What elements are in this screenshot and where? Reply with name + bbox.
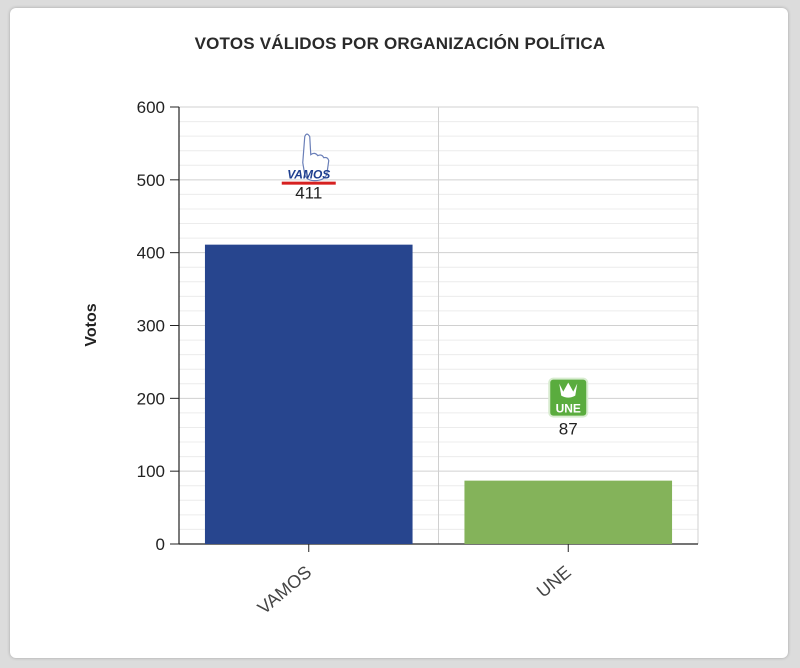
y-tick-label: 300 [137, 317, 165, 336]
vamos-logo-text: VAMOS [287, 168, 330, 182]
y-tick-label: 500 [137, 171, 165, 190]
bar-vamos [204, 244, 413, 544]
x-tick-label: UNE [533, 562, 575, 602]
raised-hands-icon [559, 382, 578, 398]
chart-title: VOTOS VÁLIDOS POR ORGANIZACIÓN POLÍTICA [194, 34, 606, 53]
vamos-logo-underline [281, 181, 336, 185]
y-tick-label: 200 [137, 389, 165, 408]
y-tick-label: 400 [137, 244, 165, 263]
data-label: 87 [559, 420, 578, 439]
data-label: 411 [295, 184, 322, 203]
x-tick-label: VAMOS [254, 562, 316, 618]
une-logo-text: UNE [556, 402, 581, 416]
y-tick-label: 600 [137, 98, 165, 117]
y-tick-label: 0 [156, 535, 165, 554]
bar-une [464, 480, 673, 544]
pointing-hand-icon [302, 133, 330, 182]
y-tick-label: 100 [137, 462, 165, 481]
